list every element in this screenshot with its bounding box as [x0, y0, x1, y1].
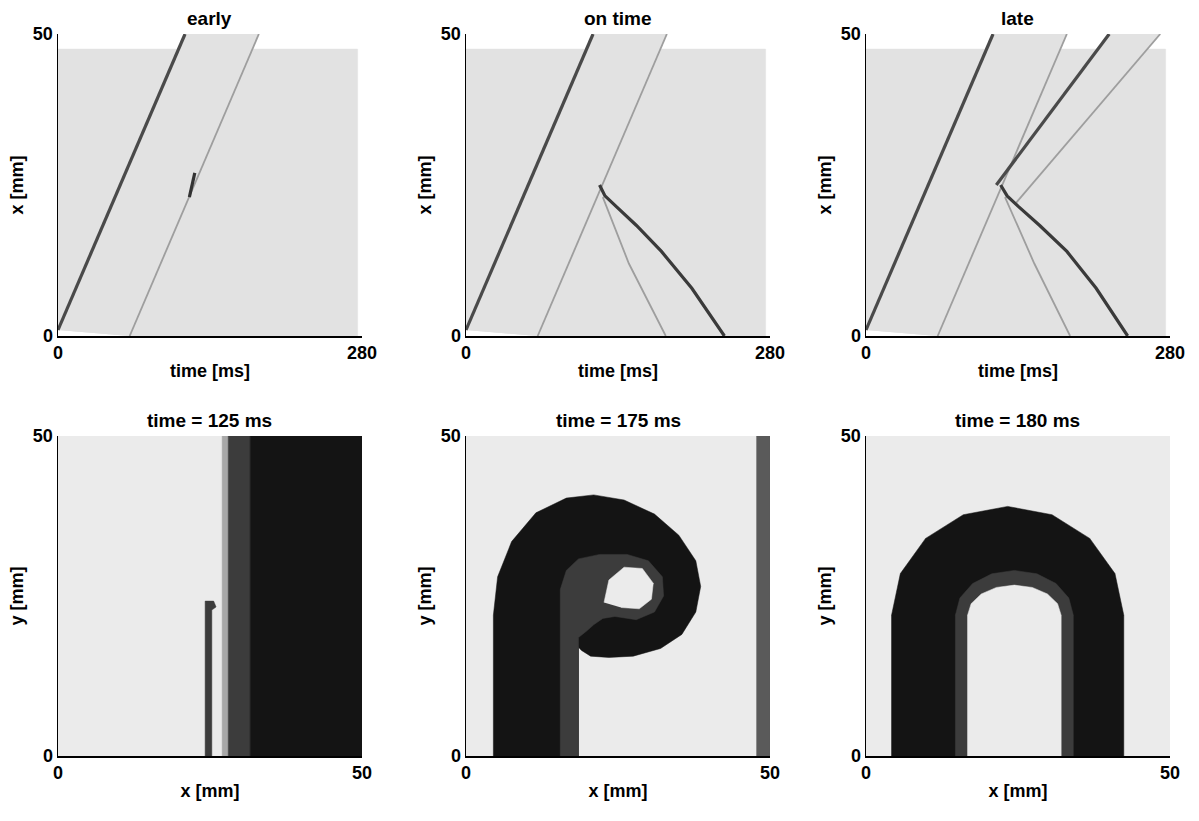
svg-text:0: 0 [461, 343, 471, 363]
svg-text:280: 280 [347, 343, 377, 363]
svg-text:0: 0 [861, 763, 871, 783]
svg-text:50: 50 [760, 763, 780, 783]
svg-text:late: late [1001, 8, 1034, 29]
svg-text:50: 50 [841, 24, 861, 44]
svg-text:0: 0 [851, 326, 861, 346]
svg-text:0: 0 [53, 343, 63, 363]
svg-text:time = 175 ms: time = 175 ms [556, 410, 681, 431]
svg-text:0: 0 [461, 763, 471, 783]
svg-text:y [mm]: y [mm] [7, 566, 27, 625]
svg-text:y [mm]: y [mm] [415, 566, 435, 625]
svg-text:x [mm]: x [mm] [588, 781, 647, 801]
svg-text:50: 50 [352, 763, 372, 783]
svg-text:280: 280 [755, 343, 785, 363]
svg-text:50: 50 [33, 426, 53, 446]
svg-text:0: 0 [451, 326, 461, 346]
svg-text:x [mm]: x [mm] [180, 781, 239, 801]
svg-text:0: 0 [861, 343, 871, 363]
svg-text:50: 50 [33, 24, 53, 44]
svg-text:50: 50 [441, 426, 461, 446]
svg-text:0: 0 [43, 746, 53, 766]
svg-text:x [mm]: x [mm] [415, 155, 435, 214]
svg-text:early: early [187, 8, 232, 29]
svg-text:time [ms]: time [ms] [978, 361, 1058, 381]
svg-text:0: 0 [851, 746, 861, 766]
svg-text:0: 0 [53, 763, 63, 783]
svg-text:time [ms]: time [ms] [578, 361, 658, 381]
svg-text:y [mm]: y [mm] [815, 566, 835, 625]
svg-text:280: 280 [1155, 343, 1185, 363]
svg-text:50: 50 [841, 426, 861, 446]
svg-text:time = 180 ms: time = 180 ms [955, 410, 1080, 431]
svg-text:time [ms]: time [ms] [170, 361, 250, 381]
svg-text:time = 125 ms: time = 125 ms [147, 410, 272, 431]
svg-text:on time: on time [584, 8, 652, 29]
svg-text:x [mm]: x [mm] [815, 155, 835, 214]
svg-text:x [mm]: x [mm] [988, 781, 1047, 801]
svg-text:50: 50 [441, 24, 461, 44]
svg-text:x [mm]: x [mm] [7, 155, 27, 214]
svg-text:0: 0 [43, 326, 53, 346]
svg-text:0: 0 [451, 746, 461, 766]
svg-text:50: 50 [1160, 763, 1180, 783]
